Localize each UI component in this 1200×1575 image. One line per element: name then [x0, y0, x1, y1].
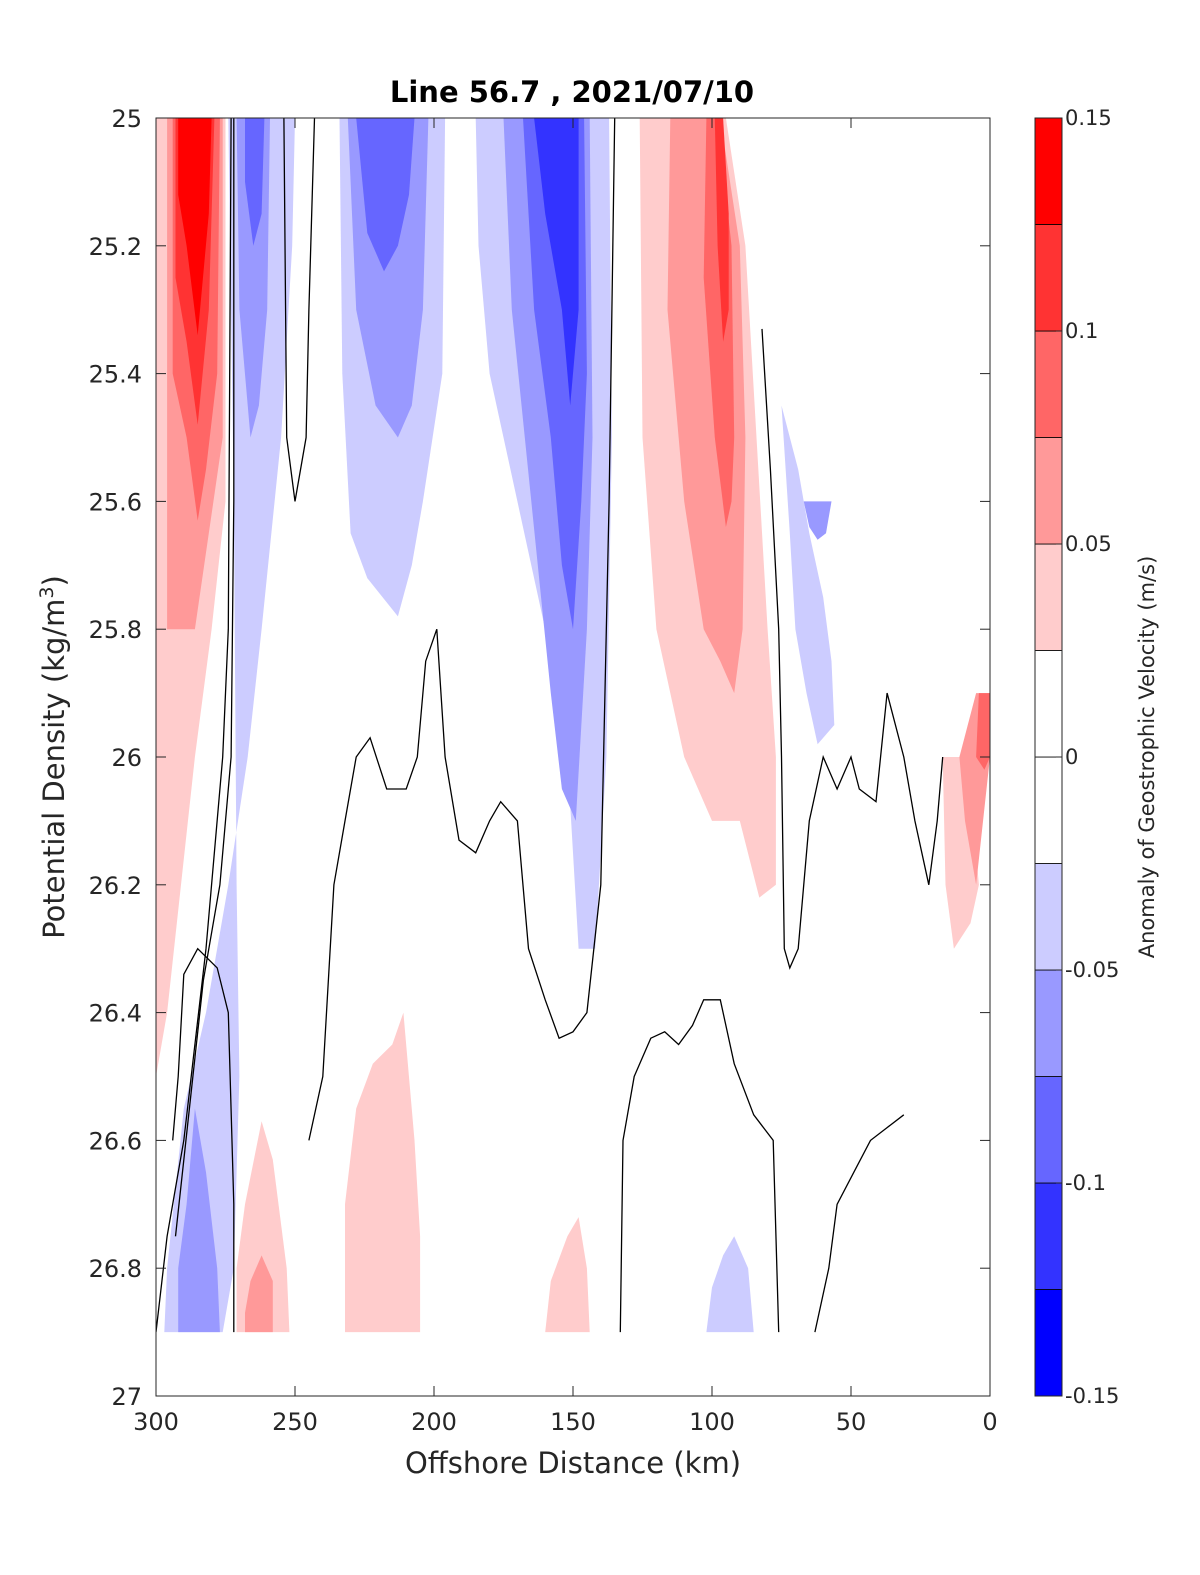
colorbar-band	[1034, 330, 1063, 438]
contour-region-10	[245, 1255, 273, 1333]
colorbar-band	[1034, 117, 1063, 225]
plot-area: 300 250 200 150 100 50 0 2525.225.425.625.8262…	[89, 105, 998, 1436]
colorbar-band	[1034, 1182, 1063, 1290]
y-axis: 25 25.2 25.4 25.6 25.8 26 26.2 26.4 26.6 26.8 27	[89, 105, 990, 1411]
y-axis-label: Potential Density (kg/m3)	[36, 575, 71, 939]
zero-contour-line-2	[172, 947, 235, 1333]
x-axis: 300 250 200 150 100 50 0	[133, 118, 998, 1436]
y-tick-label: 25.6	[89, 488, 142, 516]
colorbar-bands	[1034, 117, 1063, 1397]
contour-region-7	[245, 118, 265, 246]
colorbar-band	[1034, 1289, 1063, 1397]
y-axis-label-superscript: 3	[36, 586, 58, 598]
contour-region-24	[781, 405, 835, 745]
colorbar-tick-label: 0	[1065, 745, 1078, 769]
contour-region-13	[356, 118, 415, 272]
contour-region-19	[545, 1217, 590, 1333]
x-tick-label: 200	[411, 1408, 457, 1436]
colorbar-band	[1034, 863, 1063, 971]
x-tick-label: 100	[689, 1408, 735, 1436]
colorbar-band	[1034, 1076, 1063, 1184]
x-tick-label: 300	[133, 1408, 179, 1436]
zero-contour-line-3	[283, 118, 316, 502]
zero-contour-line-1	[174, 118, 235, 1237]
colorbar-band	[1034, 437, 1063, 545]
zero-contour-line-4	[308, 118, 616, 1141]
x-axis-label: Offshore Distance (km)	[405, 1446, 741, 1480]
y-tick-label: 25.8	[89, 616, 142, 644]
zero-contour-layer	[156, 118, 944, 1333]
y-tick-label: 26.4	[89, 1000, 142, 1028]
x-tick-label: 0	[982, 1408, 997, 1436]
y-tick-label: 26.8	[89, 1255, 142, 1283]
zero-contour-line-5	[619, 999, 780, 1333]
contour-region-4	[178, 118, 212, 336]
colorbar-tick-label: 0.15	[1065, 106, 1112, 130]
y-tick-label: 26	[111, 744, 142, 772]
y-tick-label: 26.6	[89, 1127, 142, 1155]
contour-fill-layer	[156, 118, 990, 1333]
zero-contour-line-7	[814, 1114, 905, 1333]
colorbar-tick-label: -0.15	[1065, 1384, 1119, 1408]
contour-region-8	[178, 1108, 220, 1333]
y-tick-label: 25.2	[89, 233, 142, 261]
colorbar-label: Anomaly of Geostrophic Velocity (m/s)	[1135, 556, 1159, 959]
y-tick-label: 25	[111, 105, 142, 133]
chart-title: Line 56.7 , 2021/07/10	[390, 75, 754, 109]
colorbar-band	[1034, 543, 1063, 651]
colorbar: 0.15 0.1 0.05 0 -0.05 -0.1 -0.15	[1034, 106, 1119, 1408]
y-axis-label-main: Potential Density (kg/m	[37, 599, 71, 939]
contour-region-25	[803, 501, 832, 540]
colorbar-band	[1034, 969, 1063, 1077]
x-tick-label: 250	[272, 1408, 318, 1436]
colorbar-tick-label: 0.05	[1065, 532, 1112, 556]
colorbar-tick-label: -0.1	[1065, 1171, 1106, 1195]
colorbar-band	[1034, 756, 1063, 864]
y-axis-label-close: )	[37, 575, 71, 586]
y-tick-label: 27	[111, 1383, 142, 1411]
contour-region-29	[976, 693, 990, 770]
y-tick-label: 26.2	[89, 872, 142, 900]
colorbar-band	[1034, 224, 1063, 332]
colorbar-tick-label: -0.05	[1065, 958, 1119, 982]
contour-region-23	[714, 118, 729, 342]
contour-region-18	[534, 118, 579, 406]
colorbar-ticks: 0.15 0.1 0.05 0 -0.05 -0.1 -0.15	[1056, 106, 1119, 1408]
zero-contour-line-6	[761, 328, 944, 970]
contour-region-14	[345, 1012, 421, 1333]
contour-region-26	[706, 1236, 754, 1333]
contour-region-5	[164, 118, 295, 1333]
zero-contour-line-0	[156, 118, 232, 1333]
x-tick-label: 150	[550, 1408, 596, 1436]
colorbar-tick-label: 0.1	[1065, 319, 1098, 343]
colorbar-band	[1034, 650, 1063, 758]
x-tick-label: 50	[836, 1408, 867, 1436]
y-tick-label: 25.4	[89, 361, 142, 389]
contour-region-9	[236, 1121, 290, 1333]
